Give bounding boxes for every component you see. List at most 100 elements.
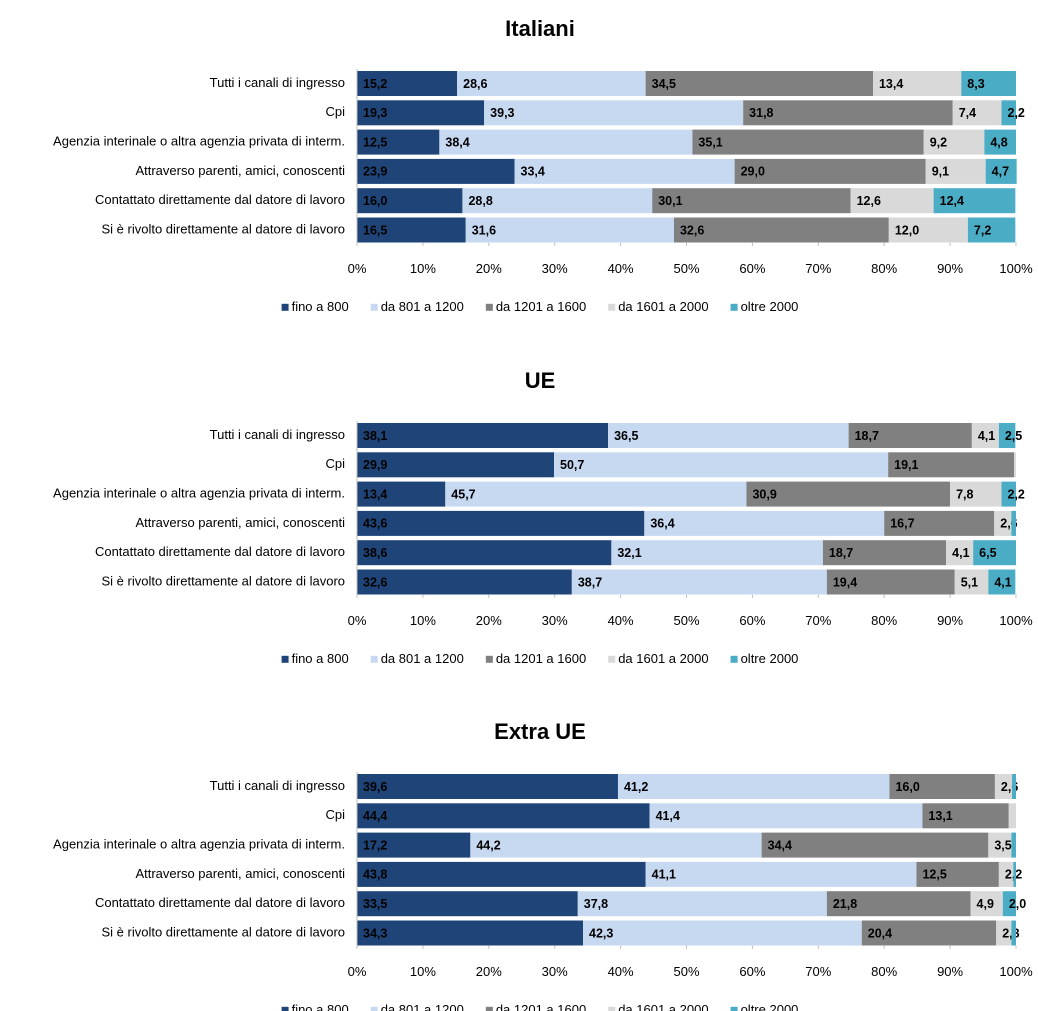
bar-segment (357, 423, 609, 448)
category-label: Contattato direttamente dal datore di la… (95, 895, 345, 910)
bar-segment (961, 71, 1016, 96)
value-label: 19,1 (894, 458, 918, 472)
value-label: 38,4 (445, 135, 469, 149)
bar-segment (946, 540, 974, 566)
legend-swatch (608, 655, 616, 663)
bar-segment (933, 188, 1016, 214)
x-tick-label: 80% (871, 261, 897, 276)
category-label: Agenzia interinale o altra agenzia priva… (53, 134, 345, 149)
category-label: Attraverso parenti, amici, conoscenti (135, 866, 345, 881)
value-label: 12,6 (857, 194, 881, 208)
bar-segment (872, 71, 962, 96)
value-label: 23,9 (363, 165, 387, 179)
value-label: 16,7 (890, 517, 914, 531)
x-tick-label: 50% (673, 964, 699, 979)
bar-segment (357, 891, 578, 917)
value-label: 4,1 (978, 429, 995, 443)
x-tick-label: 90% (937, 964, 963, 979)
x-tick-label: 40% (608, 613, 634, 628)
bar-segment (357, 452, 555, 478)
value-label: 33,5 (363, 897, 387, 911)
value-label: 9,1 (932, 165, 949, 179)
value-label: 4,1 (994, 575, 1011, 589)
bar-segment (357, 861, 646, 887)
x-tick-label: 60% (739, 613, 765, 628)
bar-segment (884, 510, 995, 536)
x-tick-label: 90% (937, 613, 963, 628)
bar-segment (826, 569, 955, 595)
legend-label: da 801 a 1200 (381, 1002, 464, 1011)
category-label: Si è rivolto direttamente al datore di l… (101, 573, 345, 588)
bar-segment (514, 158, 735, 184)
bar-segment (357, 129, 440, 155)
bar-segment (848, 423, 972, 448)
legend-swatch (281, 303, 289, 311)
bar-segment (850, 188, 934, 214)
value-label: 31,8 (749, 106, 773, 120)
bar-segment (611, 540, 823, 566)
legend-label: fino a 800 (292, 1002, 349, 1011)
legend-label: da 801 a 1200 (381, 299, 464, 314)
x-tick-label: 10% (410, 613, 436, 628)
legend-swatch (608, 303, 616, 311)
bar-segment (645, 71, 873, 96)
value-label: 2,5 (1005, 429, 1022, 443)
x-tick-label: 40% (608, 964, 634, 979)
bar-segment (357, 832, 471, 858)
bar-segment (617, 774, 890, 799)
legend-swatch (730, 655, 738, 663)
legend-swatch (485, 655, 493, 663)
x-tick-label: 70% (805, 261, 831, 276)
x-tick-label: 30% (542, 613, 568, 628)
legend-swatch (608, 1006, 616, 1011)
value-label: 12,4 (940, 194, 964, 208)
legend-label: oltre 2000 (741, 651, 799, 666)
bar-segment (673, 217, 889, 243)
value-label: 38,7 (578, 575, 602, 589)
category-label: Contattato direttamente dal datore di la… (95, 192, 345, 207)
x-tick-label: 50% (673, 261, 699, 276)
bar-segment (761, 832, 989, 858)
value-label: 37,8 (584, 897, 608, 911)
value-label: 34,4 (768, 838, 792, 852)
value-label: 13,1 (928, 809, 952, 823)
value-label: 38,1 (363, 429, 387, 443)
bar-segment (998, 423, 1016, 448)
legend-label: da 801 a 1200 (381, 651, 464, 666)
value-label: 2,2 (1008, 106, 1025, 120)
bar-segment (649, 803, 923, 829)
category-label: Tutti i canali di ingresso (210, 427, 345, 442)
value-label: 32,6 (680, 223, 704, 237)
legend-swatch (730, 1006, 738, 1011)
value-label: 50,7 (560, 458, 584, 472)
value-label: 43,6 (363, 517, 387, 531)
value-label: 4,7 (992, 165, 1009, 179)
bar-segment (1011, 920, 1016, 946)
legend-label: da 1201 a 1600 (496, 1002, 586, 1011)
bar-segment (967, 217, 1016, 243)
value-label: 7,2 (974, 223, 991, 237)
bar-segment (484, 100, 744, 126)
x-tick-label: 100% (999, 261, 1033, 276)
value-label: 7,4 (959, 106, 976, 120)
bar-segment (1008, 803, 1016, 829)
value-label: 38,6 (363, 546, 387, 560)
bar-segment (1012, 774, 1016, 799)
bar-segment (954, 569, 989, 595)
bar-segment (916, 861, 999, 887)
bar-segment (998, 861, 1014, 887)
value-label: 19,4 (833, 575, 857, 589)
bar-segment (357, 481, 446, 507)
value-label: 33,4 (521, 165, 545, 179)
category-label: Cpi (325, 456, 345, 471)
bar-segment (439, 129, 693, 155)
bar-segment (470, 832, 762, 858)
bar-segment (357, 188, 463, 214)
value-label: 12,5 (922, 868, 946, 882)
bar-segment (984, 129, 1016, 155)
bar-segment (746, 481, 951, 507)
legend-label: da 1601 a 2000 (618, 299, 708, 314)
value-label: 32,6 (363, 575, 387, 589)
legend-label: da 1201 a 1600 (496, 299, 586, 314)
bar-segment (922, 803, 1009, 829)
